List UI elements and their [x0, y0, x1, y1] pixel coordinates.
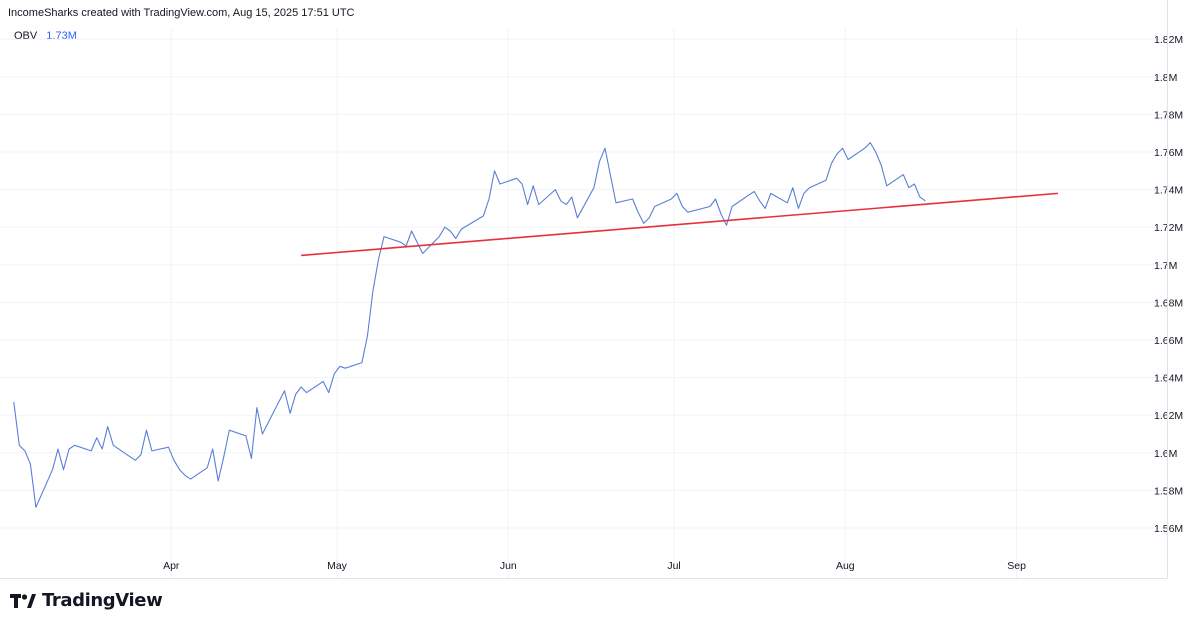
- y-tick-label: 1.62M: [1154, 410, 1183, 422]
- support-trendline: [301, 192, 1059, 257]
- y-tick-label: 1.8M: [1154, 72, 1177, 84]
- y-tick-label: 1.64M: [1154, 373, 1183, 385]
- y-tick-label: 1.76M: [1154, 147, 1183, 159]
- y-tick-label: 1.72M: [1154, 222, 1183, 234]
- x-tick-label: Apr: [163, 560, 180, 572]
- x-tick-label: Aug: [836, 560, 855, 572]
- x-tick-label: Jun: [500, 560, 517, 572]
- y-tick-label: 1.56M: [1154, 523, 1183, 535]
- y-tick-label: 1.82M: [1154, 34, 1183, 46]
- y-tick-label: 1.78M: [1154, 109, 1183, 121]
- tradingview-logo[interactable]: TradingView: [10, 590, 163, 611]
- y-tick-label: 1.74M: [1154, 185, 1183, 197]
- chart-attribution: IncomeSharks created with TradingView.co…: [8, 7, 355, 19]
- x-tick-label: Jul: [667, 560, 680, 572]
- y-tick-label: 1.6M: [1154, 448, 1177, 460]
- y-tick-label: 1.7M: [1154, 260, 1177, 272]
- x-tick-label: May: [327, 560, 348, 572]
- x-tick-label: Sep: [1007, 560, 1026, 572]
- y-tick-label: 1.68M: [1154, 297, 1183, 309]
- tradingview-logo-icon: [10, 593, 36, 608]
- y-tick-label: 1.58M: [1154, 485, 1183, 497]
- obv-series-line: [13, 142, 926, 508]
- tradingview-logo-text: TradingView: [42, 590, 163, 611]
- y-tick-label: 1.66M: [1154, 335, 1183, 347]
